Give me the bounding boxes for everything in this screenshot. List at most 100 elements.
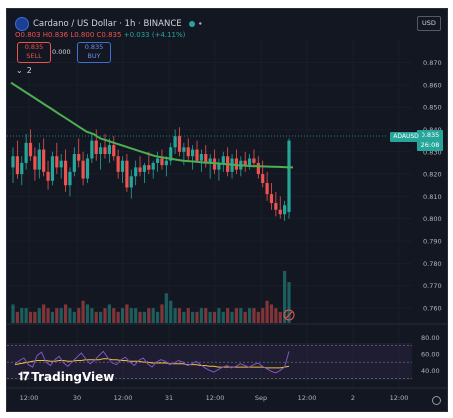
currency-selector[interactable]: USD [417,16,441,31]
candle-body [20,162,24,175]
candle [274,191,278,217]
candle [147,151,151,175]
market-open-icon [188,21,195,27]
volume-bar [15,311,19,323]
volume-bar [252,308,256,323]
countdown-value: 26:08 [420,141,440,149]
candle [287,138,291,219]
volume-bar [11,304,15,323]
volume-bar [265,300,269,323]
volume-bar [217,308,221,323]
volume-bar [142,311,147,323]
symbol-title: Cardano / US Dollar · 1h · BINANCE [33,19,182,29]
candle [24,133,28,170]
candle [37,142,41,179]
volume-bar [129,308,133,323]
candle-body [50,156,55,181]
price-axis[interactable]: 0.870 0.860 0.850 0.840 0.830 0.820 0.810 0.800… [423,59,442,312]
rsi-tick-label: 60.00 [421,350,440,358]
time-axis[interactable]: 12:00 30 12:00 31 12:00 Sep 12:00 2 12:00 [20,394,409,402]
time-tick-label: 31 [165,394,173,402]
moving-average-line [10,81,294,169]
volume-bar [169,300,173,323]
time-tick-label: 12:00 [20,394,39,402]
volume-bar [42,304,46,323]
volume-bar [107,304,111,323]
buy-button[interactable]: 0.835 BUY [77,42,111,63]
gear-icon[interactable] [432,396,441,405]
indicator-toggle[interactable]: ⌄ 2 [16,66,32,75]
time-tick-label: Sep [255,394,267,402]
buy-label: BUY [87,52,101,60]
candle-body [208,158,212,163]
candle [204,145,208,168]
volume-bar [247,308,252,323]
candle-body [142,165,147,172]
last-price-value: 0.835 [420,131,440,139]
candle [103,133,107,159]
change-value: +0.033 (+4.11%) [123,31,186,39]
close-value: C0.835 [96,31,122,39]
candle-body [177,136,182,152]
indicator-count: 2 [26,66,32,75]
volume-bar [37,308,41,323]
tradingview-logo[interactable]: 𝟏𝟕 TradingView [18,370,114,384]
volume-bar [256,311,260,323]
candle [112,136,116,161]
candle-body [11,156,15,168]
candle-body [112,145,116,157]
candle-body [287,140,291,212]
rsi-band-lines [7,345,412,380]
candle [199,149,203,172]
symbol-header[interactable]: Cardano / US Dollar · 1h · BINANCE ⬩ [15,17,202,31]
replay-icon[interactable] [283,309,295,321]
price-tick-label: 0.840 [423,126,442,134]
volume-bar [283,271,287,323]
rsi-axis[interactable]: 80.00 60.00 40.00 [421,334,440,375]
candle-body [265,183,269,195]
candle-body [191,149,195,157]
candle-body [103,147,107,155]
rsi-tick-label: 80.00 [421,334,440,342]
volume-bar [20,308,24,323]
ohlc-readout: O0.803 H0.836 L0.800 C0.835 +0.033 (+4.1… [15,31,185,39]
candle [129,169,133,199]
chart-canvas[interactable]: 0.870 0.860 0.850 0.840 0.830 0.820 0.810 0.800… [7,9,447,411]
candle-body [90,140,94,159]
price-tick-label: 0.830 [423,148,442,156]
chevron-down-icon: ⌄ [16,66,23,75]
compare-icon[interactable]: ⬩ [198,19,202,29]
candle [11,147,15,183]
volume-bar [278,311,282,323]
candle-body [59,160,63,168]
volume-bar [195,311,199,323]
volume-bar [50,311,55,323]
candle-body [261,174,265,183]
candle-body [269,194,274,204]
sell-button[interactable]: 0.835 SELL [17,42,51,63]
candle-body [129,176,133,188]
volume-bar [243,311,247,323]
candle-body [186,147,190,157]
candle [81,151,85,186]
candle-body [15,156,19,175]
candle [164,156,168,177]
candle [90,133,94,163]
time-tick-label: 12:00 [298,394,317,402]
candle [173,129,177,155]
candle-body [217,162,221,170]
rsi-tick-label: 40.00 [421,367,440,375]
volume-bar [234,308,239,323]
time-tick-label: 12:00 [206,394,225,402]
candle-body [33,156,37,170]
volume-bar [24,308,28,323]
chart-window: 0.870 0.860 0.850 0.840 0.830 0.820 0.810 0.800… [6,8,448,412]
volume-bar [212,311,217,323]
candle [151,160,155,179]
candle-body [243,160,247,166]
candle [265,171,269,201]
volume-bar [55,308,59,323]
candle [20,156,24,186]
candle-body [94,140,98,155]
volume-bar [160,304,164,323]
